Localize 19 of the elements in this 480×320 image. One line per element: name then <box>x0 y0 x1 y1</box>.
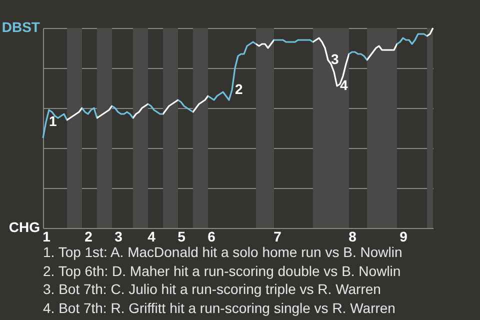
text: 1. Top 1st: A. MacDonald hit a solo home run vs B. Nowlin <box>43 243 402 262</box>
x-tick-label: 4 <box>148 228 156 244</box>
x-tick-label: 9 <box>400 228 408 244</box>
annotation: 2 <box>235 81 243 97</box>
text: 4. Bot 7th: R. Griffitt hit a run-scoring single vs R. Warren <box>43 298 396 317</box>
x-tick-label: 3 <box>114 228 123 244</box>
x-tick-label: 7 <box>274 228 282 244</box>
x-tick-label: 8 <box>348 228 357 244</box>
text: 2. Top 6th: D. Maher hit a run-scoring double vs B. Nowlin <box>43 262 402 280</box>
annotation: 4 <box>340 77 348 93</box>
text: DBST <box>2 19 40 35</box>
annotation: 3 <box>331 51 339 67</box>
text: 3. Bot 7th: C. Julio hit a run-scoring triple vs R. Warren <box>43 280 382 298</box>
x-tick-label: 2 <box>84 228 93 244</box>
x-tick-label: 1 <box>42 228 51 244</box>
text: CHG <box>8 219 40 235</box>
annotation: 1 <box>49 113 57 129</box>
x-tick-label: 5 <box>178 228 186 244</box>
x-tick-label: 6 <box>208 228 216 244</box>
